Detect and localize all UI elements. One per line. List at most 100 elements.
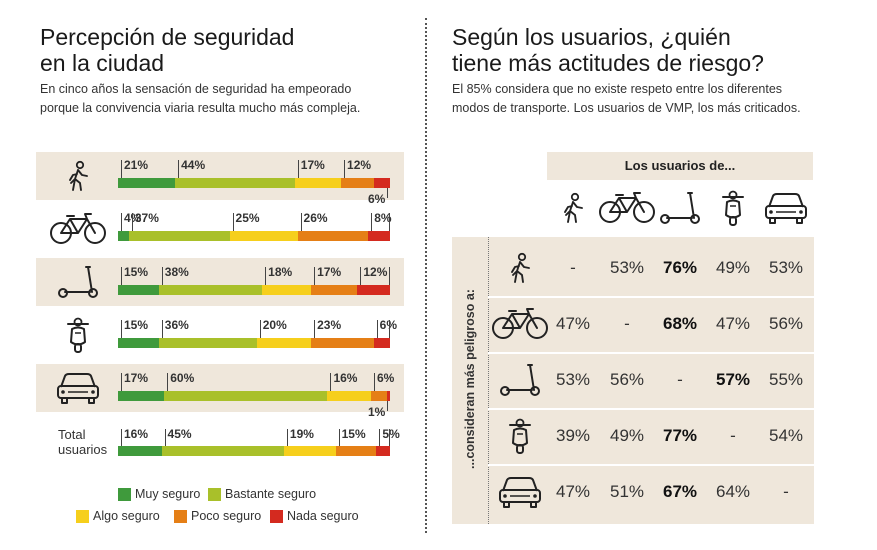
left-subtitle-line1: En cinco años la sensación de seguridad … [40,82,352,96]
data-label: 6% [368,192,386,206]
data-label: 15% [124,318,149,332]
legend-item-bastante-seguro: Bastante seguro [208,487,316,501]
bicycle-icon [599,192,655,223]
right-title-line1: Según los usuarios, ¿quién [452,24,731,50]
table-row-separator [488,296,814,298]
bar-segment-bastante-seguro [128,231,230,241]
bar-segment-nada-seguro [387,391,390,401]
table-cell: 49% [609,426,645,445]
label-tick [314,267,316,285]
left-subtitle: En cinco años la sensación de seguridad … [40,80,360,118]
legend-label: Bastante seguro [225,487,317,501]
table-cell: 76% [662,258,698,277]
bar-segment-muy-seguro [118,391,165,401]
data-label: 5% [382,427,400,441]
bar-segment-muy-seguro [118,231,129,241]
bar-segment-algo-seguro [294,178,342,188]
legend-swatch [174,509,187,523]
label-tick [389,267,390,285]
data-label: 15% [124,265,149,279]
legend-item-algo-seguro: Algo seguro [76,509,160,523]
bar-segment-poco-seguro [341,178,374,188]
motorbike-icon [67,317,89,353]
scooter-icon [500,364,540,396]
table-cell: 54% [768,426,804,445]
data-label: 6% [376,371,395,385]
data-label: 44% [181,158,206,172]
table-cell: - [677,370,683,389]
pedestrian-icon [69,160,88,191]
label-tick [360,267,362,285]
table-column-header: Los usuarios de... [547,152,813,180]
table-cell: 67% [662,482,698,501]
label-tick [286,429,288,446]
data-label: 36% [164,318,189,332]
legend-label: Muy seguro [135,487,201,501]
row-label: Total usuarios [58,427,108,457]
table-cell: 77% [662,426,698,445]
data-label: 37% [134,211,159,225]
data-label: 16% [333,371,358,385]
data-label: 38% [164,265,189,279]
data-label: 15% [341,427,366,441]
bar-segment-bastante-seguro [161,446,284,456]
legend-label: Poco seguro [191,509,262,523]
table-cell: 53% [609,258,645,277]
data-label: 60% [170,371,195,385]
label-tick [121,429,122,446]
label-tick [121,373,122,391]
label-tick [232,213,234,231]
table-row-separator [488,464,814,466]
label-tick [314,320,316,338]
label-tick [338,429,340,446]
bar-segment-algo-seguro [229,231,298,241]
bar-segment-muy-seguro [118,446,162,456]
bar-segment-nada-seguro [357,285,390,295]
table-row-separator [488,408,814,410]
table-cell: 53% [768,258,804,277]
table-row-axis-divider [488,237,489,524]
data-label: 23% [317,318,342,332]
left-title-line2: en la ciudad [40,50,165,76]
data-label: 12% [363,265,388,279]
table-cell: - [783,482,789,501]
legend-item-poco-seguro: Poco seguro [174,509,261,523]
label-tick [389,320,390,338]
data-label: 20% [262,318,287,332]
table-cell: - [624,314,630,333]
label-tick [300,213,302,231]
table-cell: 57% [715,370,751,389]
label-tick [131,213,133,231]
data-label: 6% [380,318,397,332]
bicycle-icon [492,308,548,339]
table-cell: 51% [609,482,645,501]
legend-swatch [270,509,283,523]
data-label: 12% [347,158,372,172]
chart-legend: Muy seguro Bastante seguro Algo seguro P… [76,487,418,531]
table-row-separator [488,352,814,354]
label-tick [178,160,180,178]
legend-item-muy-seguro: Muy seguro [118,487,200,501]
label-tick [379,429,381,446]
label-tick [161,267,163,285]
bar-segment-bastante-seguro [175,178,295,188]
bar-segment-poco-seguro [297,231,369,241]
data-label: 45% [167,427,192,441]
motorbike-icon [509,418,531,454]
label-tick [330,373,332,391]
car-icon [499,477,541,508]
label-tick [121,213,122,231]
table-cell: - [730,426,736,445]
data-label: 19% [289,427,314,441]
bar-segment-bastante-seguro [158,338,257,348]
label-tick [121,160,122,178]
scooter-icon [660,192,700,224]
scooter-icon [58,266,98,298]
data-label: 17% [317,265,342,279]
bar-segment-muy-seguro [118,285,159,295]
data-label: 1% [368,405,386,419]
panel-divider [425,18,427,533]
left-title-line1: Percepción de seguridad [40,24,295,50]
table-cell: 47% [555,482,591,501]
bar-segment-nada-seguro [376,446,390,456]
